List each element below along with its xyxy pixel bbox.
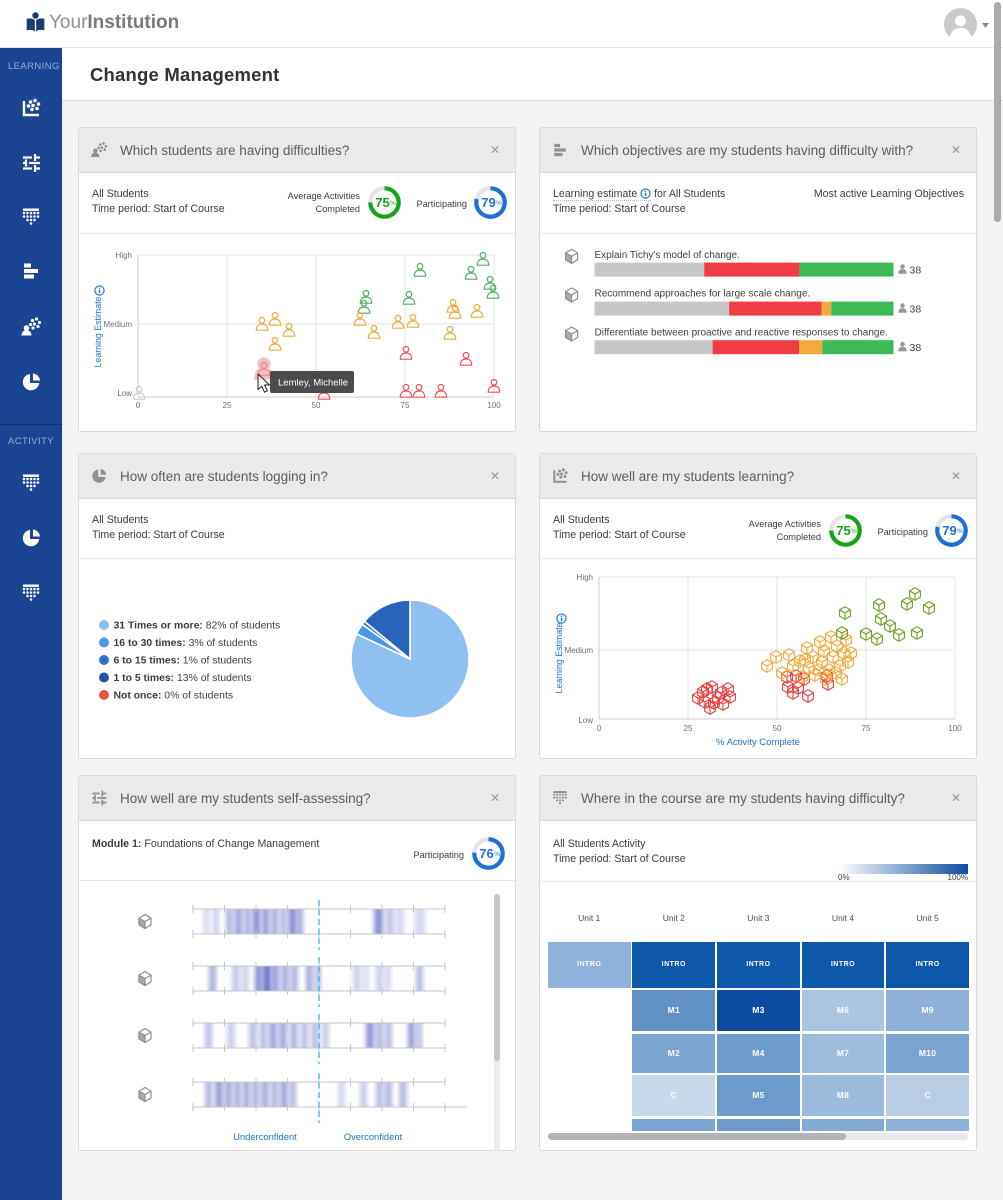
svg-text:76: 76 bbox=[479, 846, 493, 861]
svg-text:%: % bbox=[957, 528, 963, 535]
svg-text:50: 50 bbox=[773, 724, 782, 733]
svg-text:1 to 5 times: 13% of students: 1 to 5 times: 13% of students bbox=[114, 673, 252, 684]
svg-text:16 to 30 times: 3% of students: 16 to 30 times: 3% of students bbox=[114, 638, 258, 649]
svg-text:79: 79 bbox=[942, 523, 956, 538]
svg-text:25: 25 bbox=[684, 724, 693, 733]
svg-text:Medium: Medium bbox=[565, 646, 594, 655]
svg-text:75: 75 bbox=[836, 523, 850, 538]
svg-text:75: 75 bbox=[375, 195, 389, 210]
svg-text:0: 0 bbox=[597, 724, 602, 733]
svg-text:% Activity Complete: % Activity Complete bbox=[716, 737, 800, 748]
svg-text:Not once: 0% of students: Not once: 0% of students bbox=[114, 691, 234, 702]
svg-text:100: 100 bbox=[948, 724, 962, 733]
svg-text:Lemley, Michelle: Lemley, Michelle bbox=[278, 378, 348, 389]
svg-text:Differentiate between proactiv: Differentiate between proactive and reac… bbox=[595, 328, 888, 339]
svg-text:50: 50 bbox=[312, 401, 321, 410]
svg-text:Medium: Medium bbox=[104, 320, 133, 329]
svg-text:75: 75 bbox=[401, 401, 410, 410]
svg-text:Low: Low bbox=[117, 389, 132, 398]
svg-text:%: % bbox=[494, 851, 500, 858]
svg-text:31 Times or more: 82% of stude: 31 Times or more: 82% of students bbox=[114, 621, 281, 632]
svg-text:%: % bbox=[496, 200, 502, 207]
svg-text:38: 38 bbox=[910, 342, 922, 354]
svg-text:6 to 15 times: 1% of students: 6 to 15 times: 1% of students bbox=[114, 656, 252, 667]
svg-text:%: % bbox=[851, 528, 857, 535]
svg-text:Explain Tichy's model of chang: Explain Tichy's model of change. bbox=[595, 250, 740, 261]
svg-text:79: 79 bbox=[481, 195, 495, 210]
svg-text:Low: Low bbox=[578, 716, 593, 725]
svg-text:38: 38 bbox=[910, 265, 922, 277]
svg-text:38: 38 bbox=[910, 304, 922, 316]
svg-text:100: 100 bbox=[487, 401, 501, 410]
svg-text:Recommend approaches for large: Recommend approaches for large scale cha… bbox=[595, 289, 811, 300]
svg-text:Underconfident: Underconfident bbox=[233, 1131, 297, 1142]
svg-text:0: 0 bbox=[136, 401, 141, 410]
svg-text:75: 75 bbox=[862, 724, 871, 733]
svg-text:High: High bbox=[116, 251, 132, 260]
svg-text:High: High bbox=[577, 573, 593, 582]
svg-text:Overconfident: Overconfident bbox=[344, 1131, 403, 1142]
svg-text:25: 25 bbox=[223, 401, 232, 410]
svg-text:%: % bbox=[390, 200, 396, 207]
